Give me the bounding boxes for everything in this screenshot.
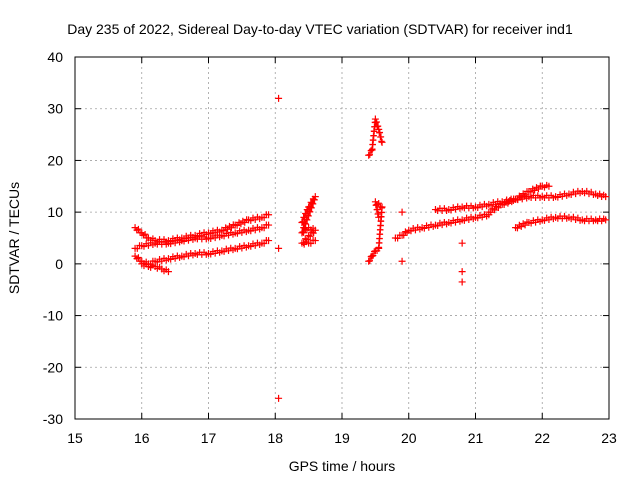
data-point	[538, 192, 557, 202]
y-tick-label: 30	[47, 101, 63, 117]
x-tick-label: 23	[601, 430, 617, 446]
series-track-j	[512, 212, 610, 232]
y-tick-label: -20	[43, 359, 63, 375]
y-axis-label: SDTVAR / TECUs	[6, 182, 22, 294]
data-point	[191, 233, 210, 243]
y-tick-label: -10	[43, 308, 63, 324]
data-point	[398, 208, 406, 216]
x-tick-label: 21	[468, 430, 484, 446]
chart-title: Day 235 of 2022, Sidereal Day-to-day VTE…	[67, 21, 573, 37]
data-point	[144, 262, 157, 271]
data-point	[458, 213, 477, 224]
data-point	[458, 239, 466, 247]
data-point	[299, 193, 319, 236]
series-track-i	[431, 187, 610, 214]
data-point	[231, 216, 250, 229]
data-point	[218, 229, 237, 240]
data-point	[398, 257, 406, 265]
data-point	[458, 278, 466, 286]
data-point	[265, 211, 273, 219]
y-tick-label: 20	[47, 152, 63, 168]
data-point	[602, 216, 610, 224]
data-point	[391, 231, 404, 242]
data-point	[525, 192, 544, 202]
x-axis-label: GPS time / hours	[289, 458, 396, 474]
data-point	[275, 394, 283, 402]
data-point	[485, 201, 504, 216]
data-point	[265, 237, 273, 245]
data-point	[371, 115, 382, 130]
x-tick-label: 20	[401, 430, 417, 446]
x-tick-label: 22	[534, 430, 550, 446]
data-point	[565, 213, 584, 224]
data-point	[538, 213, 557, 224]
data-point	[265, 221, 273, 229]
data-point	[205, 247, 223, 258]
data-point	[178, 249, 197, 261]
series-track-g	[365, 198, 386, 265]
y-tick-label: 40	[47, 49, 63, 65]
y-tick-label: -30	[43, 411, 63, 427]
data-point	[445, 216, 464, 227]
data-point	[375, 213, 383, 221]
data-point	[218, 244, 237, 255]
data-point	[275, 94, 283, 102]
x-tick-label: 17	[201, 430, 217, 446]
series-track-d	[138, 260, 172, 276]
data-point	[231, 242, 250, 253]
data-point	[378, 138, 386, 146]
data-point	[245, 224, 263, 235]
series-track-e	[298, 193, 319, 248]
data-point	[431, 205, 450, 214]
data-point	[375, 125, 385, 145]
x-tick-label: 18	[267, 430, 283, 446]
data-point	[552, 212, 570, 222]
data-point	[258, 211, 270, 221]
data-point	[191, 249, 210, 258]
data-point	[245, 213, 263, 224]
series-track-b	[131, 221, 273, 252]
data-point	[131, 242, 143, 252]
data-point	[458, 268, 466, 276]
x-tick-label: 19	[334, 430, 350, 446]
x-tick-label: 15	[67, 430, 83, 446]
series-track-h	[391, 211, 493, 242]
data-point	[545, 182, 553, 190]
data-point	[305, 237, 317, 247]
x-tick-label: 16	[134, 430, 150, 446]
data-point	[472, 200, 490, 211]
axis-ticks	[74, 56, 610, 420]
y-tick-label: 0	[55, 256, 63, 272]
data-point	[578, 187, 597, 199]
data-point	[164, 268, 172, 276]
data-point	[512, 218, 531, 232]
data-point	[552, 190, 570, 201]
series-outliers	[275, 94, 466, 402]
data-point	[565, 187, 584, 199]
data-point	[418, 221, 437, 232]
data-point	[602, 193, 610, 201]
data-point	[275, 244, 283, 252]
data-point	[311, 237, 319, 245]
data-point	[151, 238, 170, 248]
data-point	[458, 202, 477, 212]
data-point	[164, 252, 183, 263]
data-points	[131, 94, 610, 402]
series-track-k	[485, 181, 553, 216]
data-point	[538, 181, 550, 191]
data-point	[245, 239, 263, 250]
tick-labels: 15 16 17 18 19 20 21 22 23 -30 -20 -10 0 10 20 30 40	[43, 49, 617, 446]
y-tick-label: 10	[47, 204, 63, 220]
data-point	[525, 182, 544, 196]
grid	[75, 57, 609, 419]
data-point	[431, 218, 450, 230]
series-track-f	[365, 115, 386, 159]
